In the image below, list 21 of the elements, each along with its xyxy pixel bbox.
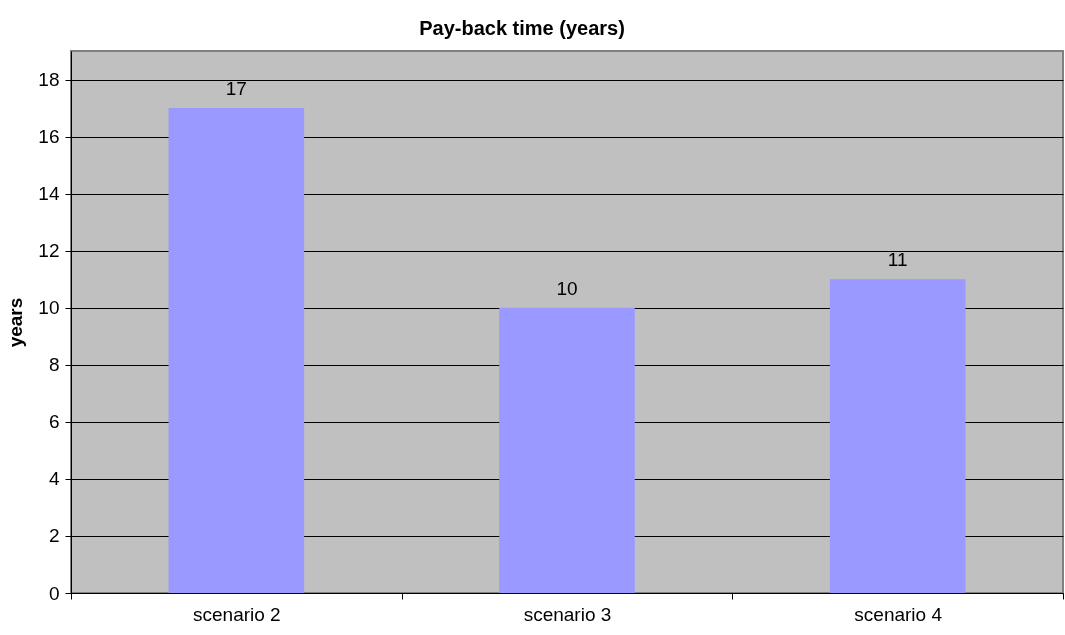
x-tick-label: scenario 3 bbox=[523, 603, 612, 625]
y-tick-label: 14 bbox=[38, 183, 60, 205]
bar bbox=[499, 307, 635, 593]
data-label: 10 bbox=[556, 277, 578, 299]
chart-title: Pay-back time (years) bbox=[419, 17, 625, 39]
y-tick-label: 0 bbox=[48, 582, 60, 604]
data-label: 11 bbox=[887, 249, 908, 271]
y-tick-label: 4 bbox=[48, 468, 60, 490]
y-axis-title: years bbox=[5, 297, 27, 348]
y-tick-label: 10 bbox=[38, 297, 60, 319]
data-label: 17 bbox=[225, 78, 247, 100]
y-tick-label: 2 bbox=[48, 525, 60, 547]
y-tick-label: 8 bbox=[48, 354, 60, 376]
y-tick-label: 6 bbox=[48, 411, 60, 433]
y-tick-label: 18 bbox=[38, 69, 60, 91]
y-tick-label: 12 bbox=[38, 240, 60, 262]
x-tick-label: scenario 4 bbox=[854, 603, 943, 625]
bar bbox=[829, 279, 966, 593]
bar bbox=[168, 108, 305, 593]
x-tick-label: scenario 2 bbox=[193, 603, 281, 625]
y-tick-label: 16 bbox=[38, 126, 60, 148]
